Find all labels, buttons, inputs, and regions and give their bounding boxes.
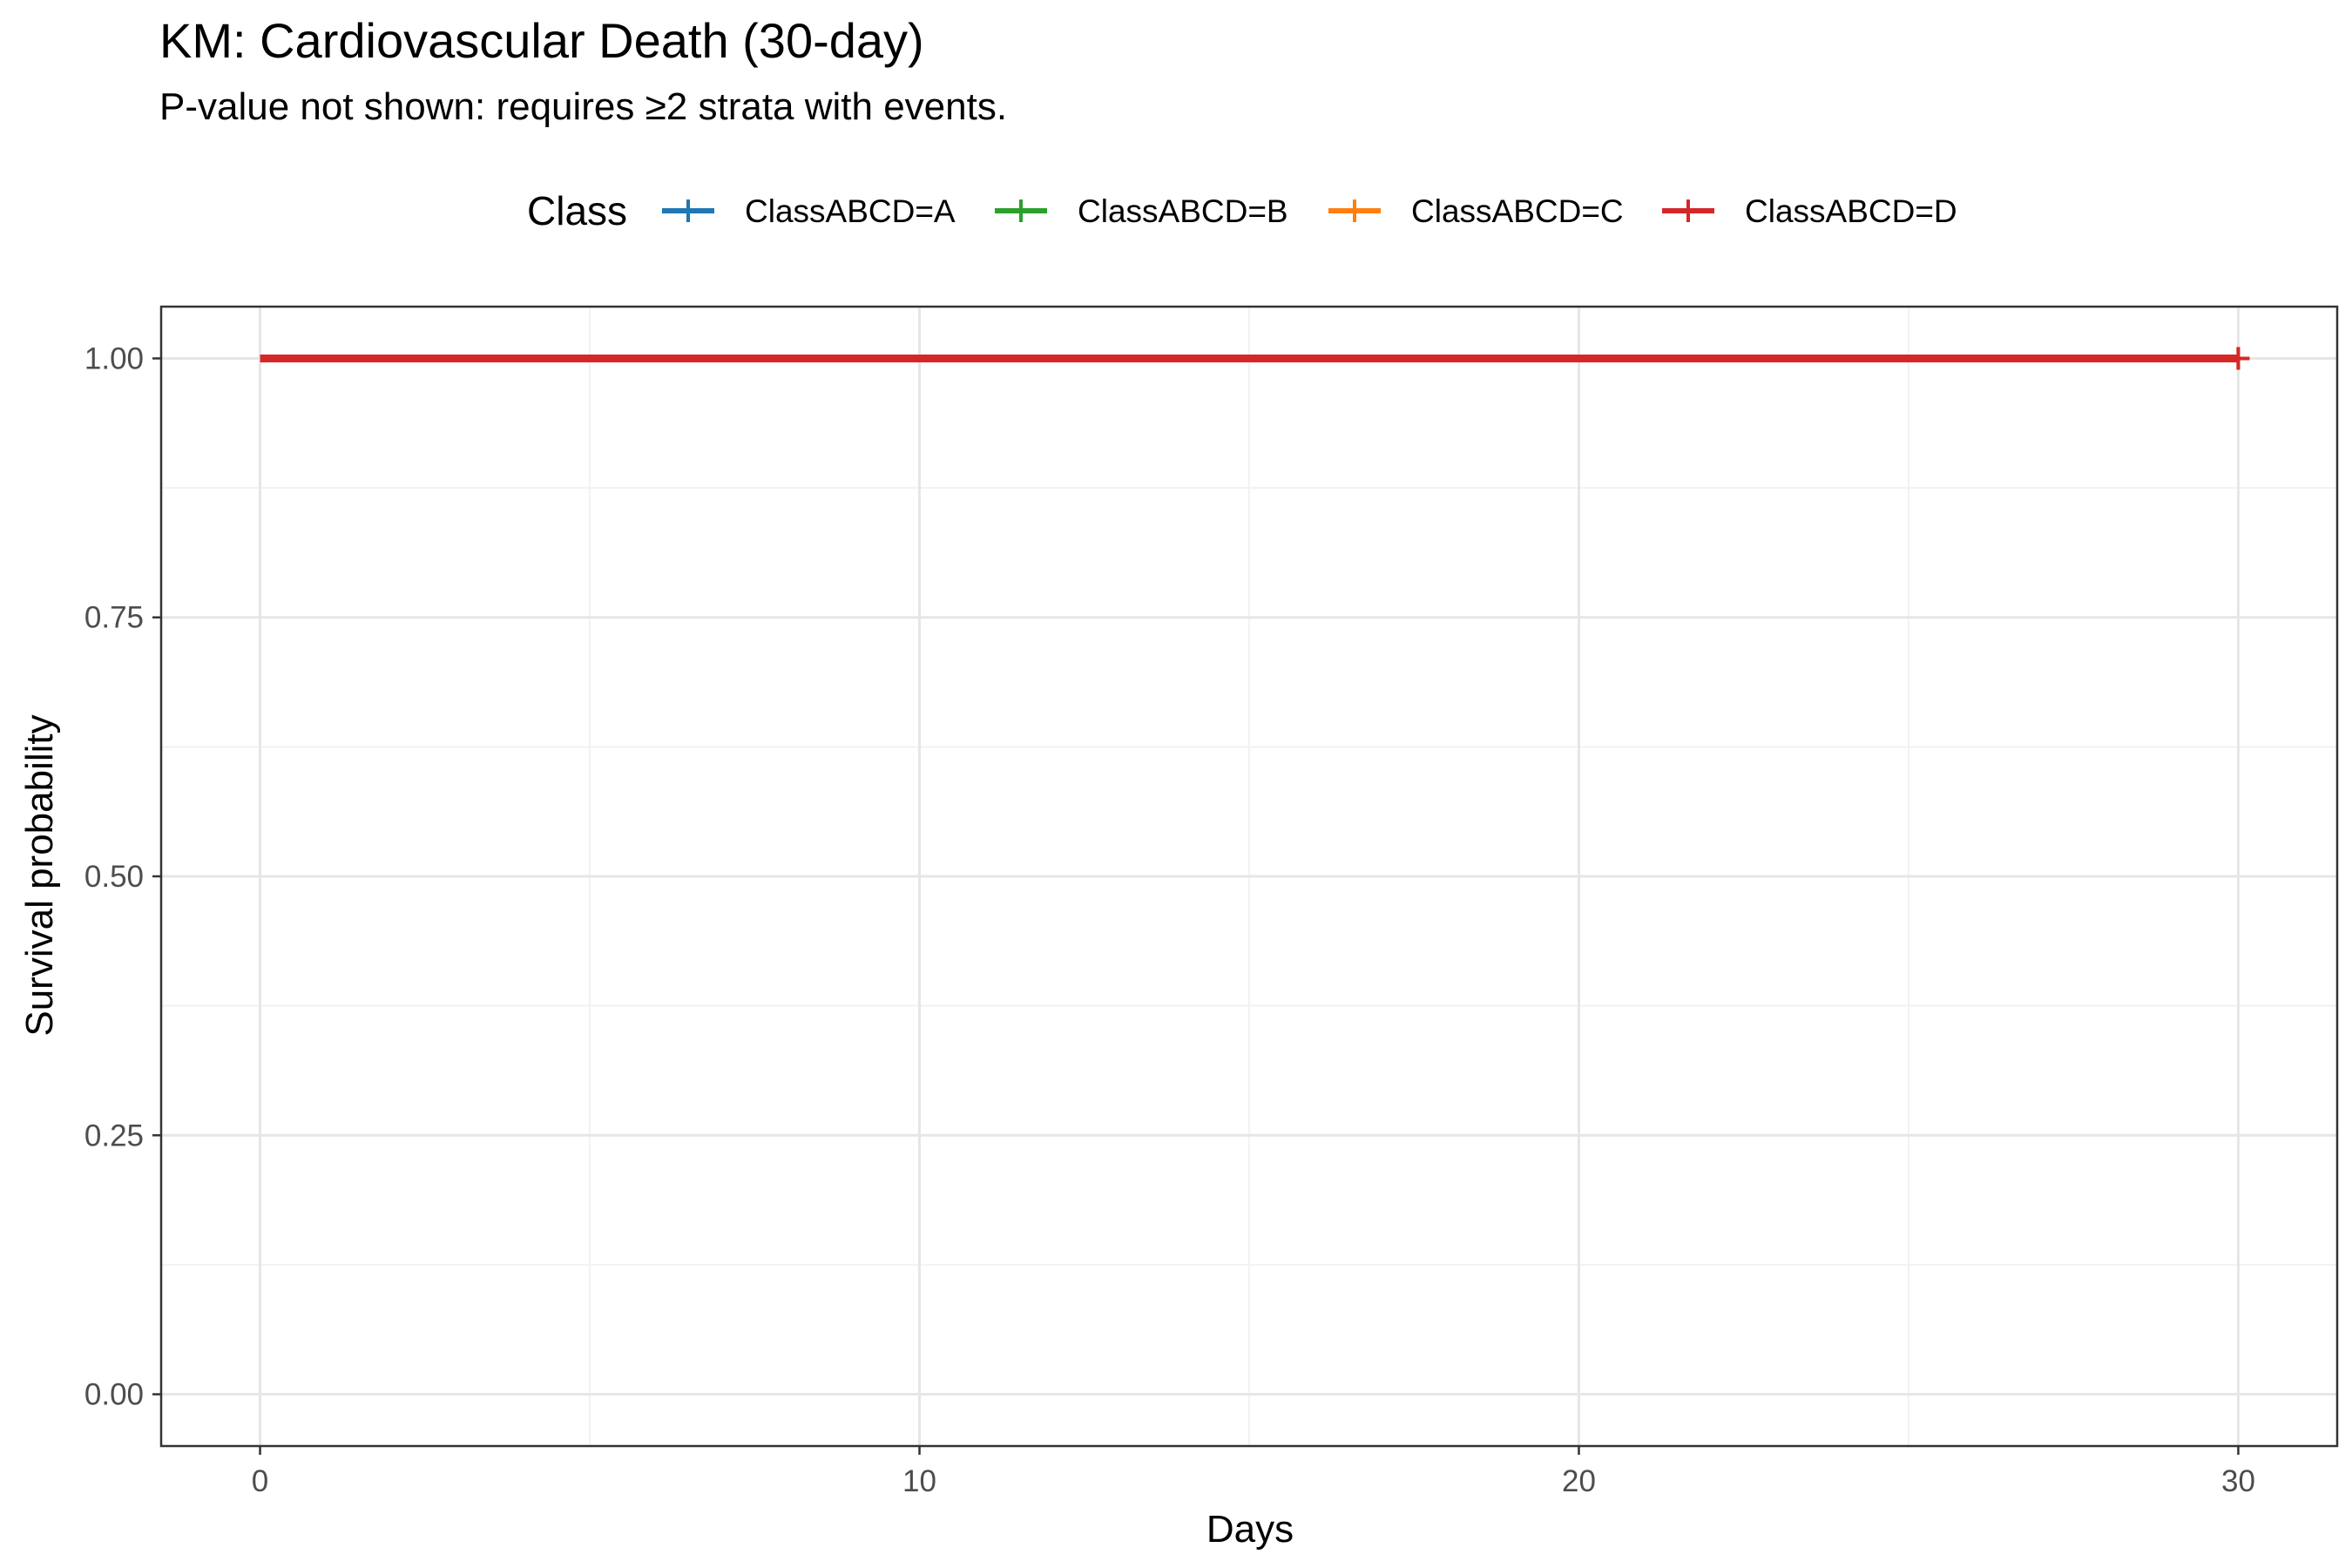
x-tick-label: 30 bbox=[2221, 1464, 2255, 1498]
legend-label-ClassABCD=D: ClassABCD=D bbox=[1745, 193, 1957, 229]
legend-title: Class bbox=[527, 188, 627, 233]
y-tick-label: 1.00 bbox=[84, 341, 144, 375]
legend-label-ClassABCD=B: ClassABCD=B bbox=[1078, 193, 1288, 229]
x-axis-label: Days bbox=[1206, 1508, 1294, 1551]
chart-subtitle: P-value not shown: requires ≥2 strata wi… bbox=[159, 85, 1008, 128]
legend-label-ClassABCD=C: ClassABCD=C bbox=[1411, 193, 1624, 229]
x-tick-label: 0 bbox=[252, 1464, 268, 1498]
x-tick-label: 10 bbox=[902, 1464, 936, 1498]
chart-title: KM: Cardiovascular Death (30-day) bbox=[159, 13, 924, 68]
plot-area: 0 10 20 30 0.00 0.25 0.50 0.75 1.00 bbox=[84, 305, 2339, 1498]
y-tick-label: 0.00 bbox=[84, 1378, 144, 1412]
y-axis-label: Survival probability bbox=[18, 714, 61, 1036]
legend-label-ClassABCD=A: ClassABCD=A bbox=[745, 193, 956, 229]
legend: Class ClassABCD=A ClassABCD=B ClassABCD=C C… bbox=[527, 188, 1957, 233]
x-tick-label: 20 bbox=[1562, 1464, 1596, 1498]
y-tick-label: 0.75 bbox=[84, 601, 144, 635]
y-tick-label: 0.50 bbox=[84, 860, 144, 894]
y-tick-label: 0.25 bbox=[84, 1119, 144, 1152]
